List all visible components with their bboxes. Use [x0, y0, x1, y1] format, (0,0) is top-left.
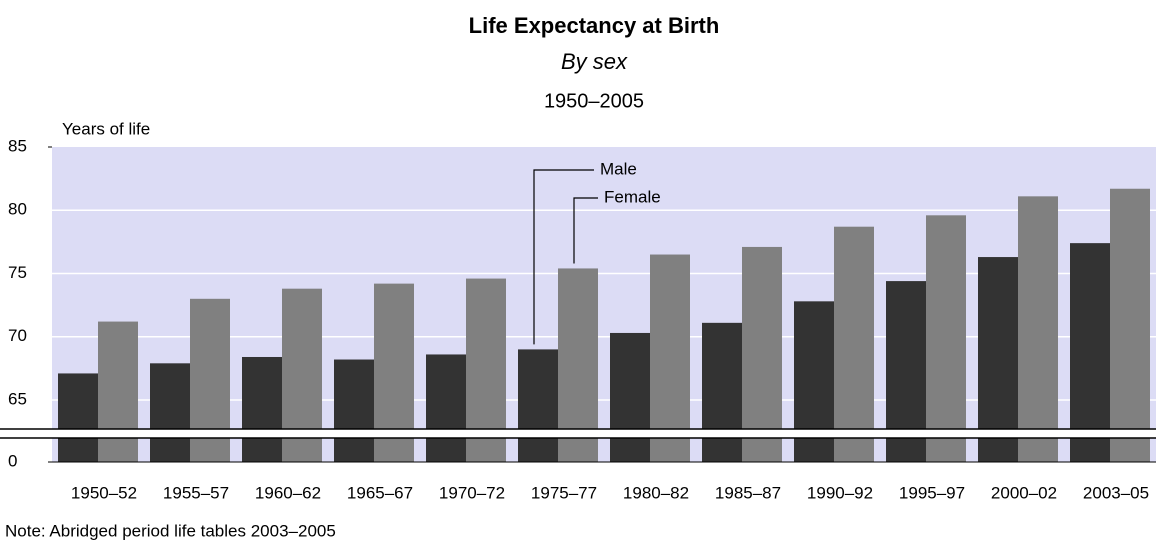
x-tick-label: 1955–57 — [163, 483, 229, 502]
chart-title: Life Expectancy at Birth — [469, 13, 720, 38]
x-tick-label: 1950–52 — [71, 483, 137, 502]
x-tick-label: 2003–05 — [1083, 483, 1149, 502]
bar — [1110, 188, 1150, 462]
bar — [98, 321, 138, 462]
y-tick-label: 80 — [8, 200, 27, 219]
y-tick-label: 0 — [8, 451, 17, 470]
x-tick-label: 1985–87 — [715, 483, 781, 502]
bar — [650, 254, 690, 462]
x-tick-label: 1995–97 — [899, 483, 965, 502]
x-tick-label: 1980–82 — [623, 483, 689, 502]
y-axis-label: Years of life — [62, 119, 150, 138]
plot-background — [52, 147, 1156, 462]
legend-leader — [573, 197, 598, 264]
chart-subtitle: By sex — [561, 49, 628, 74]
x-tick-label: 1975–77 — [531, 483, 597, 502]
bar — [242, 356, 282, 462]
y-tick-label: 75 — [8, 263, 27, 282]
bar — [426, 354, 466, 462]
y-tick-label: 70 — [8, 326, 27, 345]
bar — [58, 373, 98, 462]
legend-label: Female — [604, 187, 661, 206]
chart-period: 1950–2005 — [544, 90, 644, 112]
bar — [1018, 196, 1058, 462]
bar — [334, 359, 374, 462]
axis-break — [0, 429, 1156, 438]
x-tick-label: 1970–72 — [439, 483, 505, 502]
note: Note: Abridged period life tables 2003–2… — [5, 521, 336, 540]
bar — [702, 322, 742, 462]
y-tick-label: 85 — [8, 136, 27, 155]
x-tick-label: 1960–62 — [255, 483, 321, 502]
x-tick-label: 1965–67 — [347, 483, 413, 502]
x-tick-label: 1990–92 — [807, 483, 873, 502]
bar — [926, 215, 966, 462]
bar — [742, 246, 782, 462]
bar — [150, 363, 190, 462]
x-tick-label: 2000–02 — [991, 483, 1057, 502]
legend-label: Male — [600, 159, 637, 178]
bar — [978, 257, 1018, 462]
bar — [1070, 243, 1110, 462]
bar — [518, 349, 558, 462]
bar — [610, 332, 650, 462]
bar — [834, 226, 874, 462]
y-tick-label: 65 — [8, 389, 27, 408]
legend-leader — [533, 169, 594, 345]
